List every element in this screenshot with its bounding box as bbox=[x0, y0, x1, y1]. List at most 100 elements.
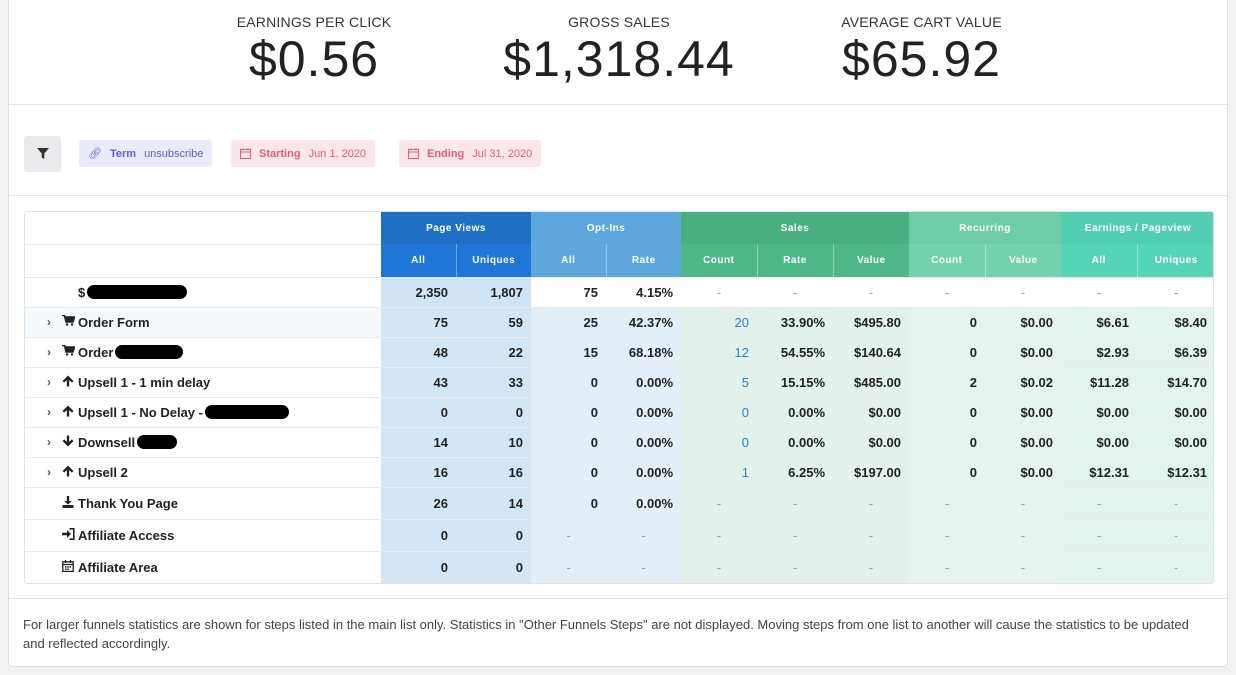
redaction-mark bbox=[87, 285, 188, 299]
table-cell: - bbox=[531, 518, 607, 551]
table-row[interactable]: › Upsell 1 - 1 min delay 43 33 0 0.00% 5 15.15%… bbox=[25, 366, 1213, 397]
column-header[interactable]: Value bbox=[984, 244, 1062, 277]
table-cell: - bbox=[985, 550, 1062, 583]
table-cell: - bbox=[606, 550, 682, 583]
step-name: Affiliate Area bbox=[78, 559, 158, 575]
step-name-cell: › Order bbox=[25, 336, 381, 367]
table-cell: 2 bbox=[909, 366, 986, 397]
table-cell: - bbox=[757, 550, 834, 583]
stat-value: $1,318.44 bbox=[503, 31, 735, 87]
table-cell: 0.00% bbox=[606, 456, 682, 487]
column-header[interactable]: Value bbox=[832, 244, 910, 277]
chevron-right-icon[interactable]: › bbox=[47, 435, 51, 449]
column-header[interactable]: Rate bbox=[756, 244, 834, 277]
filter-chip-starting[interactable]: Starting Jun 1, 2020 bbox=[231, 140, 376, 167]
filter-chip-term[interactable]: 🔗︎ Term unsubscribe bbox=[79, 140, 213, 167]
table-cell: 0.00% bbox=[606, 426, 682, 457]
table-cell[interactable]: 12 bbox=[681, 336, 758, 367]
table-cell: 0.00% bbox=[757, 396, 834, 427]
calendar-icon bbox=[240, 148, 251, 159]
group-header-sales: Sales bbox=[681, 212, 910, 244]
table-cell: 75 bbox=[531, 276, 607, 307]
table-cell: $2.93 bbox=[1061, 336, 1138, 367]
funnel-stats-card: EARNINGS PER CLICK $0.56 GROSS SALES $1,… bbox=[8, 0, 1228, 667]
table-cell: 0 bbox=[909, 456, 986, 487]
table-cell: - bbox=[757, 518, 834, 551]
stat-label: GROSS SALES bbox=[568, 14, 670, 30]
table-cell: 0 bbox=[381, 550, 456, 583]
table-cell: - bbox=[833, 276, 910, 307]
table-cell: $12.31 bbox=[1137, 456, 1213, 487]
funnel-stats-table: Page Views Opt-Ins Sales Recurring Earni… bbox=[24, 211, 1214, 584]
table-cell: $0.00 bbox=[985, 456, 1062, 487]
table-cell: $6.39 bbox=[1137, 336, 1213, 367]
column-header[interactable]: All bbox=[381, 244, 456, 277]
table-row[interactable]: › Upsell 2 16 16 0 0.00% 1 6.25% $197.00 0 $0.00 $1… bbox=[25, 456, 1213, 487]
table-row: Affiliate Area 0 0- - - - - - - - - bbox=[25, 550, 1213, 583]
table-cell[interactable]: 0 bbox=[681, 396, 758, 427]
arrow-up-icon bbox=[59, 375, 77, 390]
column-header[interactable]: Rate bbox=[605, 244, 682, 277]
table-cell[interactable]: 1 bbox=[681, 456, 758, 487]
step-name: $ bbox=[78, 284, 86, 300]
column-header[interactable]: Count bbox=[909, 244, 986, 277]
step-name-cell: › Upsell 1 - 1 min delay bbox=[25, 366, 381, 397]
table-cell: - bbox=[681, 518, 758, 551]
table-cell: 26 bbox=[381, 486, 456, 519]
table-cell: 0 bbox=[531, 366, 607, 397]
column-header[interactable]: Count bbox=[681, 244, 758, 277]
chevron-right-icon[interactable]: › bbox=[47, 345, 51, 359]
table-cell[interactable]: 20 bbox=[681, 306, 758, 337]
stat-gross-sales: GROSS SALES $1,318.44 bbox=[479, 14, 759, 88]
column-header[interactable]: Uniques bbox=[455, 244, 532, 277]
table-cell: - bbox=[1061, 486, 1138, 519]
table-cell: 33 bbox=[456, 366, 532, 397]
step-name-cell: › Order Form bbox=[25, 306, 381, 337]
column-header[interactable]: Uniques bbox=[1136, 244, 1213, 277]
table-cell: 42.37% bbox=[606, 306, 682, 337]
table-cell[interactable]: 0 bbox=[681, 426, 758, 457]
chevron-right-icon[interactable]: › bbox=[47, 405, 51, 419]
step-name-cell: Affiliate Area bbox=[25, 550, 381, 583]
step-name: Upsell 1 - No Delay - bbox=[78, 404, 203, 420]
step-name-cell: › Upsell 2 bbox=[25, 456, 381, 487]
redaction-mark bbox=[115, 345, 184, 359]
step-name: Order Form bbox=[78, 314, 150, 330]
table-cell: 0 bbox=[531, 396, 607, 427]
column-header[interactable]: All bbox=[1061, 244, 1138, 277]
stat-label: AVERAGE CART VALUE bbox=[841, 14, 1002, 30]
chip-key: Starting bbox=[259, 147, 301, 160]
table-cell: $0.00 bbox=[833, 396, 910, 427]
table-cell: - bbox=[833, 486, 910, 519]
cart-icon bbox=[59, 314, 77, 329]
chevron-right-icon[interactable]: › bbox=[47, 465, 51, 479]
table-cell: - bbox=[681, 486, 758, 519]
table-cell: - bbox=[985, 486, 1062, 519]
table-cell: - bbox=[757, 486, 834, 519]
footer-note: For larger funnels statistics are shown … bbox=[9, 598, 1227, 653]
table-cell: - bbox=[681, 276, 758, 307]
chevron-right-icon[interactable]: › bbox=[47, 375, 51, 389]
table-row[interactable]: › Downsell 14 10 0 0.00% 0 0.00% $0.00 0 $0.00 $0.0… bbox=[25, 426, 1213, 457]
table-row[interactable]: › Upsell 1 - No Delay -0 0 0 0.00% 0 0.00% $0.0… bbox=[25, 396, 1213, 427]
table-cell: 0 bbox=[909, 336, 986, 367]
table-cell: 16 bbox=[456, 456, 532, 487]
filter-chip-ending[interactable]: Ending Jul 31, 2020 bbox=[399, 140, 542, 167]
table-row[interactable]: › Order 48 22 15 68.18% 12 54.55% $140.64 0 $0.00 $… bbox=[25, 336, 1213, 367]
chevron-right-icon[interactable]: › bbox=[47, 315, 51, 329]
table-cell: 0 bbox=[909, 306, 986, 337]
column-header[interactable]: All bbox=[531, 244, 607, 277]
table-cell: - bbox=[1137, 518, 1213, 551]
header-blank bbox=[25, 212, 381, 245]
table-cell[interactable]: 5 bbox=[681, 366, 758, 397]
table-cell: $11.28 bbox=[1061, 366, 1138, 397]
table-cell: 15.15% bbox=[757, 366, 834, 397]
table-cell: 48 bbox=[381, 336, 456, 367]
funnel-filter-icon bbox=[36, 148, 49, 159]
table-row[interactable]: › Order Form 75 59 25 42.37% 20 33.90% $495.80 0 $… bbox=[25, 306, 1213, 337]
table-cell: 0 bbox=[909, 396, 986, 427]
table-cell: $485.00 bbox=[833, 366, 910, 397]
table-cell: 16 bbox=[381, 456, 456, 487]
table-cell: $197.00 bbox=[833, 456, 910, 487]
filter-button[interactable] bbox=[24, 136, 61, 172]
